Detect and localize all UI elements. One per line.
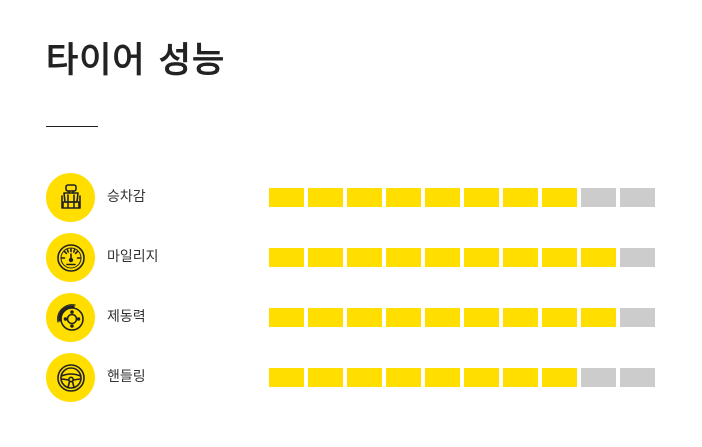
rating-segment-filled — [269, 248, 304, 267]
rating-segment-filled — [464, 188, 499, 207]
rating-segment-empty — [620, 308, 655, 327]
braking-badge — [46, 293, 95, 342]
metric-rating-bar — [269, 188, 655, 207]
rating-segment-filled — [347, 368, 382, 387]
rating-segment-filled — [425, 248, 460, 267]
mileage-badge — [46, 233, 95, 282]
metric-rating-bar — [269, 308, 655, 327]
rating-segment-filled — [308, 368, 343, 387]
rating-segment-filled — [347, 248, 382, 267]
steering-wheel-icon — [56, 363, 85, 392]
rating-segment-empty — [581, 368, 616, 387]
rating-segment-empty — [620, 188, 655, 207]
rating-segment-filled — [269, 188, 304, 207]
rating-segment-filled — [542, 368, 577, 387]
metric-label: 마일리지 — [107, 249, 159, 265]
rating-segment-empty — [620, 368, 655, 387]
rating-segment-filled — [386, 188, 421, 207]
metric-row-mileage: 마일리지 — [46, 233, 658, 283]
rating-segment-filled — [386, 248, 421, 267]
metric-rating-bar — [269, 248, 655, 267]
rating-segment-filled — [464, 248, 499, 267]
rating-segment-filled — [581, 308, 616, 327]
rating-segment-filled — [308, 188, 343, 207]
metric-label: 제동력 — [107, 309, 146, 325]
rating-segment-filled — [308, 248, 343, 267]
rating-segment-filled — [503, 368, 538, 387]
rating-segment-filled — [581, 248, 616, 267]
rating-segment-filled — [425, 368, 460, 387]
metric-row-handling: 핸들링 — [46, 353, 658, 403]
page-title: 타이어 성능 — [46, 41, 226, 81]
rating-segment-filled — [347, 308, 382, 327]
rating-segment-filled — [425, 188, 460, 207]
rating-segment-filled — [542, 248, 577, 267]
handling-badge — [46, 353, 95, 402]
rating-segment-empty — [581, 188, 616, 207]
metric-label: 승차감 — [107, 189, 146, 205]
ride-comfort-badge — [46, 173, 95, 222]
speedometer-icon — [56, 243, 85, 272]
rating-segment-filled — [464, 368, 499, 387]
rating-segment-filled — [464, 308, 499, 327]
rating-segment-filled — [542, 308, 577, 327]
rating-segment-empty — [620, 248, 655, 267]
title-divider — [46, 126, 98, 127]
brake-disc-icon — [56, 303, 84, 331]
rating-segment-filled — [386, 308, 421, 327]
performance-list: 승차감 마일리지 — [46, 173, 658, 413]
rating-segment-filled — [542, 188, 577, 207]
rating-segment-filled — [269, 308, 304, 327]
rating-segment-filled — [308, 308, 343, 327]
seat-icon — [60, 183, 81, 209]
rating-segment-filled — [425, 308, 460, 327]
metric-row-ride-comfort: 승차감 — [46, 173, 658, 223]
rating-segment-filled — [503, 308, 538, 327]
metric-label: 핸들링 — [107, 369, 146, 385]
metric-row-braking: 제동력 — [46, 293, 658, 343]
rating-segment-filled — [347, 188, 382, 207]
rating-segment-filled — [269, 368, 304, 387]
rating-segment-filled — [503, 188, 538, 207]
rating-segment-filled — [386, 368, 421, 387]
rating-segment-filled — [503, 248, 538, 267]
metric-rating-bar — [269, 368, 655, 387]
